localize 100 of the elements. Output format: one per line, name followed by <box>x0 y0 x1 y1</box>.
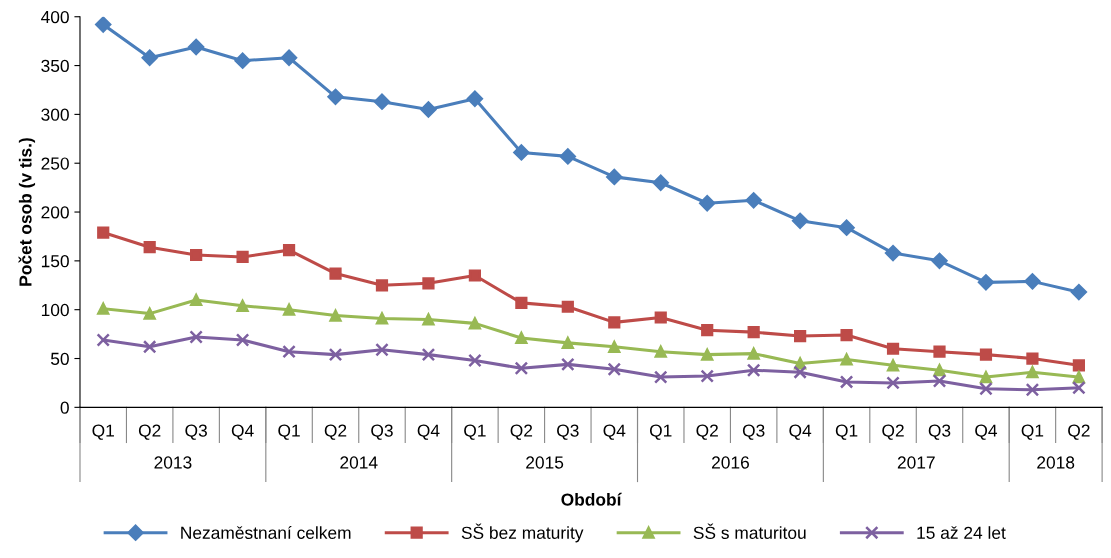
text: 2015 <box>526 456 564 469</box>
point <box>654 345 667 358</box>
point <box>1070 283 1088 301</box>
point <box>143 241 156 254</box>
point <box>979 348 993 361</box>
point <box>745 192 762 209</box>
text: 2016 <box>712 456 749 469</box>
point <box>468 269 482 282</box>
point <box>97 226 110 239</box>
point <box>701 324 714 337</box>
point <box>188 38 205 56</box>
point <box>420 101 437 118</box>
point <box>329 309 342 322</box>
legend-label: SŠ bez maturity <box>461 523 584 543</box>
point <box>839 375 854 389</box>
point <box>700 369 715 383</box>
x-tick-label: Q4 <box>975 424 998 440</box>
x-tick-label: Q4 <box>231 424 254 440</box>
point <box>653 370 668 384</box>
y-axis-title: Počet osob (v tis.) <box>18 138 36 286</box>
x-tick-label: Q4 <box>417 424 440 440</box>
point <box>608 340 621 353</box>
point <box>886 359 900 372</box>
point <box>280 49 298 66</box>
point <box>886 376 900 390</box>
point <box>375 342 389 357</box>
x-tick-label: Q2 <box>138 424 161 440</box>
point <box>282 244 296 257</box>
text: 2017 <box>897 456 935 469</box>
y-tick-label: 50 <box>50 352 69 365</box>
y-tick-label: 100 <box>41 303 69 317</box>
point <box>515 331 528 345</box>
x-tick-label: Q1 <box>1021 424 1044 440</box>
x-tick-label: Q1 <box>278 424 300 440</box>
point <box>514 361 529 376</box>
point <box>886 342 900 355</box>
point <box>468 317 482 330</box>
point <box>95 16 112 33</box>
x-tick-label: Q3 <box>742 424 765 440</box>
point <box>561 336 574 349</box>
point <box>141 49 158 66</box>
point <box>1072 359 1085 372</box>
point <box>96 333 111 347</box>
point <box>932 374 947 388</box>
point <box>840 353 853 366</box>
point <box>189 330 203 344</box>
point <box>746 363 761 378</box>
legend-label: Nezaměstnaní celkem <box>181 525 351 539</box>
point <box>327 88 344 105</box>
legend-label: SŠ s maturitou <box>693 523 806 539</box>
point <box>931 252 948 269</box>
point <box>838 219 855 236</box>
point <box>236 299 249 312</box>
y-tick-label: 350 <box>41 59 69 73</box>
point <box>375 312 389 325</box>
point <box>884 244 902 262</box>
point <box>1072 381 1086 395</box>
x-tick-label: Q3 <box>371 424 393 440</box>
point <box>142 339 157 354</box>
point <box>375 279 389 292</box>
x-tick-label: Q2 <box>1068 424 1090 440</box>
point <box>235 333 250 347</box>
point <box>421 347 436 362</box>
point <box>979 370 993 384</box>
x-tick-label: Q2 <box>696 424 718 440</box>
point <box>561 357 575 372</box>
point <box>793 365 807 379</box>
point <box>559 148 576 165</box>
point <box>608 316 621 329</box>
x-tick-label: Q2 <box>882 424 904 440</box>
point <box>328 347 343 362</box>
point <box>747 326 760 339</box>
point <box>933 345 946 358</box>
point <box>1072 370 1085 384</box>
x-tick-label: Q4 <box>603 424 626 440</box>
point <box>792 212 809 229</box>
point <box>282 303 296 316</box>
point <box>1026 352 1039 365</box>
point <box>422 277 435 290</box>
text: 2014 <box>340 456 378 469</box>
x-tick-label: Q4 <box>789 424 812 440</box>
point <box>652 174 669 191</box>
x-tick-label: Q3 <box>557 424 579 440</box>
point <box>1024 273 1041 290</box>
point <box>466 90 484 107</box>
point <box>607 362 622 377</box>
y-tick-label: 400 <box>41 10 69 24</box>
point <box>236 250 249 264</box>
point <box>515 296 528 309</box>
x-tick-label: Q3 <box>185 424 207 440</box>
legend-label: 15 až 24 let <box>917 526 1006 539</box>
point <box>561 300 574 313</box>
point <box>468 353 482 368</box>
x-tick-label: Q1 <box>649 424 672 440</box>
x-tick-label: Q1 <box>92 424 114 440</box>
text: 2018 <box>1037 456 1075 469</box>
point <box>1025 382 1040 397</box>
point <box>979 381 993 396</box>
point <box>606 168 623 186</box>
point <box>422 313 435 326</box>
